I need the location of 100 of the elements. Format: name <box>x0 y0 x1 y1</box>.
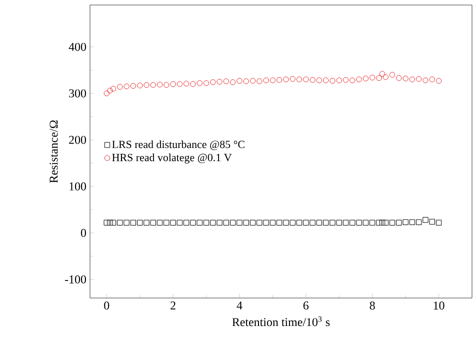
point <box>170 220 176 226</box>
point <box>283 220 289 226</box>
point <box>183 80 190 86</box>
point <box>236 78 242 84</box>
x-tick-label: 8 <box>370 302 375 310</box>
point <box>130 83 136 89</box>
point <box>336 220 342 226</box>
point <box>416 219 422 226</box>
point <box>429 76 435 82</box>
point <box>396 75 402 81</box>
x-tick-label: 10 <box>434 302 444 310</box>
point <box>342 77 349 83</box>
point <box>203 80 210 86</box>
point <box>144 82 150 88</box>
point <box>150 82 156 88</box>
point <box>336 78 342 84</box>
point <box>203 220 210 226</box>
point <box>270 220 276 226</box>
y-tick-label: -100 <box>65 275 86 284</box>
y-tick-label: 200 <box>69 136 86 144</box>
point <box>176 81 183 87</box>
point <box>190 220 196 226</box>
point <box>290 220 296 226</box>
point <box>243 220 249 226</box>
point <box>104 90 110 96</box>
point <box>283 76 289 82</box>
y-tick-label: 0 <box>80 228 86 237</box>
legend-label: HRS read volatege @0.1 V <box>112 154 232 164</box>
point <box>389 220 396 226</box>
legend-label: LRS read disturbance @85 °C <box>112 140 244 150</box>
point <box>243 78 249 84</box>
point <box>196 220 202 226</box>
point <box>117 220 123 226</box>
point <box>362 220 369 226</box>
point <box>124 84 130 90</box>
point <box>136 220 143 226</box>
point <box>164 220 170 226</box>
point <box>270 78 276 84</box>
point <box>316 78 322 84</box>
point <box>396 220 402 226</box>
x-tick-label: 4 <box>236 302 242 310</box>
point <box>376 75 382 81</box>
point <box>436 78 442 84</box>
point <box>110 86 116 92</box>
point <box>370 220 376 226</box>
point <box>296 76 302 82</box>
point <box>389 72 396 78</box>
point <box>310 77 316 83</box>
point <box>117 84 123 90</box>
point <box>276 220 282 226</box>
point <box>362 76 369 82</box>
point <box>416 76 422 82</box>
point <box>156 220 163 226</box>
point <box>110 220 116 226</box>
point <box>436 220 442 226</box>
point <box>156 82 163 88</box>
point <box>196 80 202 86</box>
point <box>342 220 349 226</box>
point <box>276 77 282 83</box>
y-tick-label: 400 <box>68 42 86 51</box>
point <box>250 78 256 84</box>
point <box>323 78 329 84</box>
point <box>170 81 176 87</box>
point <box>236 220 242 226</box>
point <box>356 220 362 226</box>
y-tick-label: 300 <box>69 89 86 98</box>
point <box>210 79 216 86</box>
point <box>370 74 376 80</box>
point <box>422 78 428 84</box>
point <box>330 220 336 226</box>
point <box>104 220 110 226</box>
point <box>250 220 256 226</box>
point <box>316 220 322 226</box>
point <box>223 78 230 84</box>
y-tick-label: 100 <box>70 182 86 190</box>
point <box>379 70 386 77</box>
y-axis-title: Resistance/Ω <box>50 120 58 183</box>
x-axis-title: Retention time/10$^{3}$ s <box>232 316 330 326</box>
point <box>330 78 336 84</box>
point <box>296 220 302 226</box>
point <box>402 76 408 82</box>
point <box>402 219 408 226</box>
point <box>136 82 143 88</box>
point <box>176 220 183 226</box>
point <box>382 220 388 226</box>
point <box>303 76 309 82</box>
point <box>216 78 222 85</box>
point <box>223 220 230 226</box>
x-tick-label: 2 <box>170 302 176 310</box>
point <box>130 220 136 226</box>
point <box>144 220 150 226</box>
point <box>290 76 296 82</box>
point <box>256 220 262 226</box>
point <box>429 218 435 225</box>
point <box>409 219 416 226</box>
x-tick-label: 6 <box>303 302 309 310</box>
point <box>409 76 416 82</box>
point <box>150 220 156 226</box>
x-tick-label: 0 <box>104 302 110 310</box>
point <box>382 74 388 80</box>
